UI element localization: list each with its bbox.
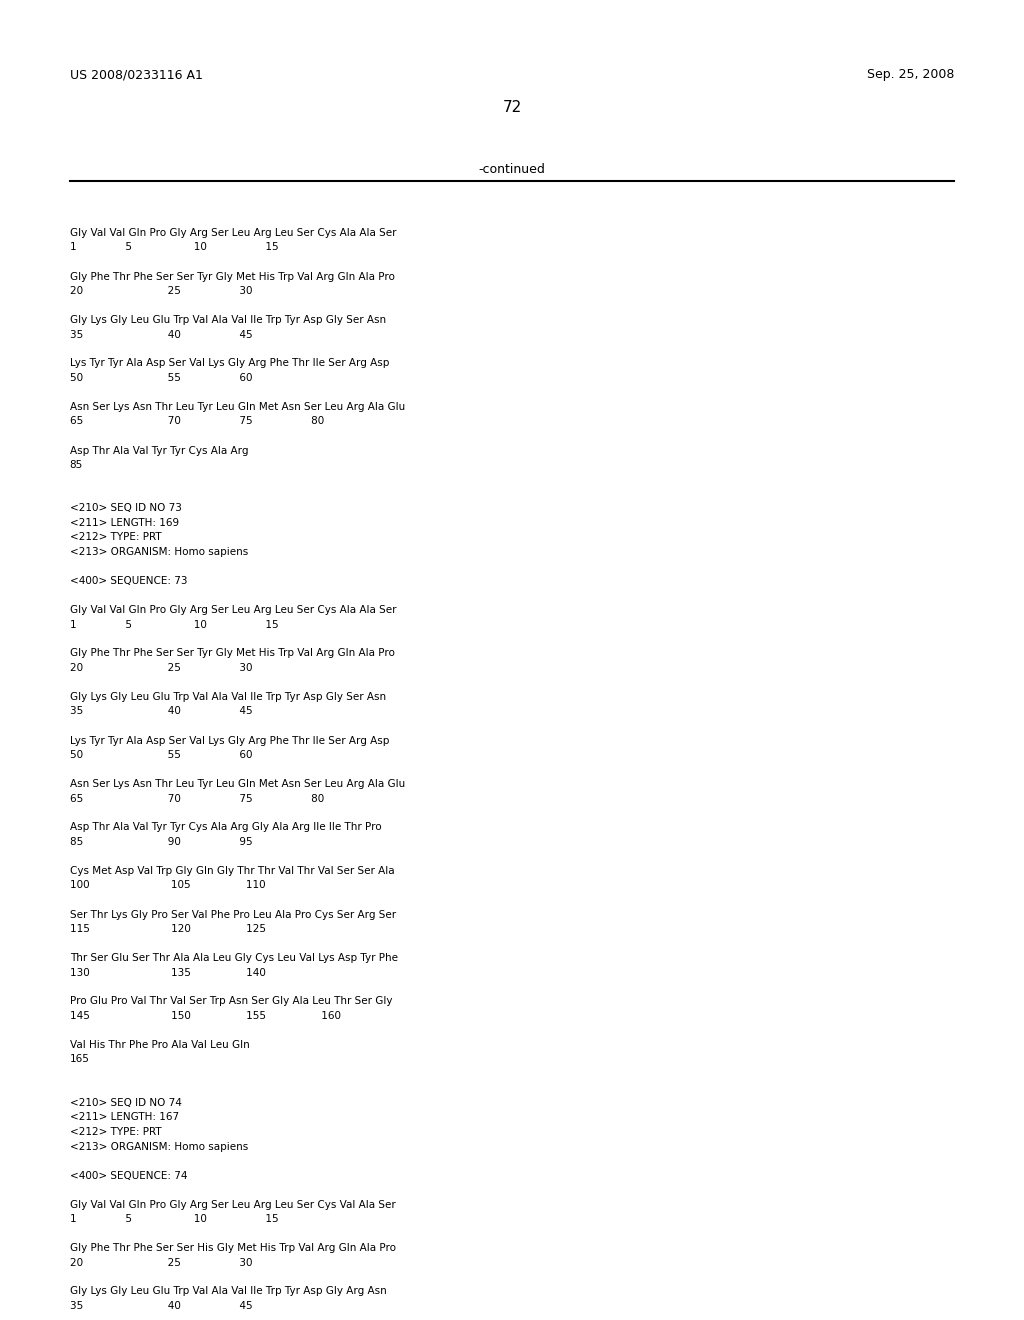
Text: <211> LENGTH: 169: <211> LENGTH: 169: [70, 517, 179, 528]
Text: 165: 165: [70, 1055, 89, 1064]
Text: 35                          40                  45: 35 40 45: [70, 706, 252, 717]
Text: <211> LENGTH: 167: <211> LENGTH: 167: [70, 1113, 179, 1122]
Text: 50                          55                  60: 50 55 60: [70, 750, 252, 760]
Text: Asn Ser Lys Asn Thr Leu Tyr Leu Gln Met Asn Ser Leu Arg Ala Glu: Asn Ser Lys Asn Thr Leu Tyr Leu Gln Met …: [70, 779, 404, 789]
Text: Gly Phe Thr Phe Ser Ser Tyr Gly Met His Trp Val Arg Gln Ala Pro: Gly Phe Thr Phe Ser Ser Tyr Gly Met His …: [70, 272, 394, 281]
Text: Sep. 25, 2008: Sep. 25, 2008: [867, 69, 954, 81]
Text: Gly Lys Gly Leu Glu Trp Val Ala Val Ile Trp Tyr Asp Gly Ser Asn: Gly Lys Gly Leu Glu Trp Val Ala Val Ile …: [70, 692, 386, 702]
Text: Val His Thr Phe Pro Ala Val Leu Gln: Val His Thr Phe Pro Ala Val Leu Gln: [70, 1040, 250, 1049]
Text: 85                          90                  95: 85 90 95: [70, 837, 252, 847]
Text: Asp Thr Ala Val Tyr Tyr Cys Ala Arg: Asp Thr Ala Val Tyr Tyr Cys Ala Arg: [70, 446, 248, 455]
Text: <212> TYPE: PRT: <212> TYPE: PRT: [70, 532, 161, 543]
Text: <210> SEQ ID NO 74: <210> SEQ ID NO 74: [70, 1098, 181, 1107]
Text: -continued: -continued: [478, 162, 546, 176]
Text: 145                         150                 155                 160: 145 150 155 160: [70, 1011, 341, 1020]
Text: 85: 85: [70, 459, 83, 470]
Text: Gly Val Val Gln Pro Gly Arg Ser Leu Arg Leu Ser Cys Ala Ala Ser: Gly Val Val Gln Pro Gly Arg Ser Leu Arg …: [70, 228, 396, 238]
Text: Asp Thr Ala Val Tyr Tyr Cys Ala Arg Gly Ala Arg Ile Ile Thr Pro: Asp Thr Ala Val Tyr Tyr Cys Ala Arg Gly …: [70, 822, 381, 833]
Text: <213> ORGANISM: Homo sapiens: <213> ORGANISM: Homo sapiens: [70, 1142, 248, 1151]
Text: <212> TYPE: PRT: <212> TYPE: PRT: [70, 1127, 161, 1137]
Text: 20                          25                  30: 20 25 30: [70, 663, 252, 673]
Text: Gly Val Val Gln Pro Gly Arg Ser Leu Arg Leu Ser Cys Val Ala Ser: Gly Val Val Gln Pro Gly Arg Ser Leu Arg …: [70, 1200, 395, 1209]
Text: 130                         135                 140: 130 135 140: [70, 968, 265, 978]
Text: <210> SEQ ID NO 73: <210> SEQ ID NO 73: [70, 503, 181, 513]
Text: 35                          40                  45: 35 40 45: [70, 330, 252, 339]
Text: Asn Ser Lys Asn Thr Leu Tyr Leu Gln Met Asn Ser Leu Arg Ala Glu: Asn Ser Lys Asn Thr Leu Tyr Leu Gln Met …: [70, 403, 404, 412]
Text: <213> ORGANISM: Homo sapiens: <213> ORGANISM: Homo sapiens: [70, 546, 248, 557]
Text: Ser Thr Lys Gly Pro Ser Val Phe Pro Leu Ala Pro Cys Ser Arg Ser: Ser Thr Lys Gly Pro Ser Val Phe Pro Leu …: [70, 909, 395, 920]
Text: 65                          70                  75                  80: 65 70 75 80: [70, 793, 324, 804]
Text: 50                          55                  60: 50 55 60: [70, 374, 252, 383]
Text: 115                         120                 125: 115 120 125: [70, 924, 265, 935]
Text: Lys Tyr Tyr Ala Asp Ser Val Lys Gly Arg Phe Thr Ile Ser Arg Asp: Lys Tyr Tyr Ala Asp Ser Val Lys Gly Arg …: [70, 735, 389, 746]
Text: Gly Phe Thr Phe Ser Ser His Gly Met His Trp Val Arg Gln Ala Pro: Gly Phe Thr Phe Ser Ser His Gly Met His …: [70, 1243, 395, 1253]
Text: Gly Val Val Gln Pro Gly Arg Ser Leu Arg Leu Ser Cys Ala Ala Ser: Gly Val Val Gln Pro Gly Arg Ser Leu Arg …: [70, 605, 396, 615]
Text: Thr Ser Glu Ser Thr Ala Ala Leu Gly Cys Leu Val Lys Asp Tyr Phe: Thr Ser Glu Ser Thr Ala Ala Leu Gly Cys …: [70, 953, 397, 964]
Text: 1               5                   10                  15: 1 5 10 15: [70, 619, 279, 630]
Text: 72: 72: [503, 100, 521, 115]
Text: <400> SEQUENCE: 73: <400> SEQUENCE: 73: [70, 576, 187, 586]
Text: 20                          25                  30: 20 25 30: [70, 286, 252, 296]
Text: Gly Lys Gly Leu Glu Trp Val Ala Val Ile Trp Tyr Asp Gly Ser Asn: Gly Lys Gly Leu Glu Trp Val Ala Val Ile …: [70, 315, 386, 325]
Text: Cys Met Asp Val Trp Gly Gln Gly Thr Thr Val Thr Val Ser Ser Ala: Cys Met Asp Val Trp Gly Gln Gly Thr Thr …: [70, 866, 394, 876]
Text: US 2008/0233116 A1: US 2008/0233116 A1: [70, 69, 203, 81]
Text: 1               5                   10                  15: 1 5 10 15: [70, 243, 279, 252]
Text: Gly Lys Gly Leu Glu Trp Val Ala Val Ile Trp Tyr Asp Gly Arg Asn: Gly Lys Gly Leu Glu Trp Val Ala Val Ile …: [70, 1287, 386, 1296]
Text: 20                          25                  30: 20 25 30: [70, 1258, 252, 1267]
Text: 35                          40                  45: 35 40 45: [70, 1302, 252, 1311]
Text: 100                         105                 110: 100 105 110: [70, 880, 265, 891]
Text: Pro Glu Pro Val Thr Val Ser Trp Asn Ser Gly Ala Leu Thr Ser Gly: Pro Glu Pro Val Thr Val Ser Trp Asn Ser …: [70, 997, 392, 1006]
Text: 65                          70                  75                  80: 65 70 75 80: [70, 417, 324, 426]
Text: Gly Phe Thr Phe Ser Ser Tyr Gly Met His Trp Val Arg Gln Ala Pro: Gly Phe Thr Phe Ser Ser Tyr Gly Met His …: [70, 648, 394, 659]
Text: <400> SEQUENCE: 74: <400> SEQUENCE: 74: [70, 1171, 187, 1180]
Text: Lys Tyr Tyr Ala Asp Ser Val Lys Gly Arg Phe Thr Ile Ser Arg Asp: Lys Tyr Tyr Ala Asp Ser Val Lys Gly Arg …: [70, 359, 389, 368]
Text: 1               5                   10                  15: 1 5 10 15: [70, 1214, 279, 1224]
